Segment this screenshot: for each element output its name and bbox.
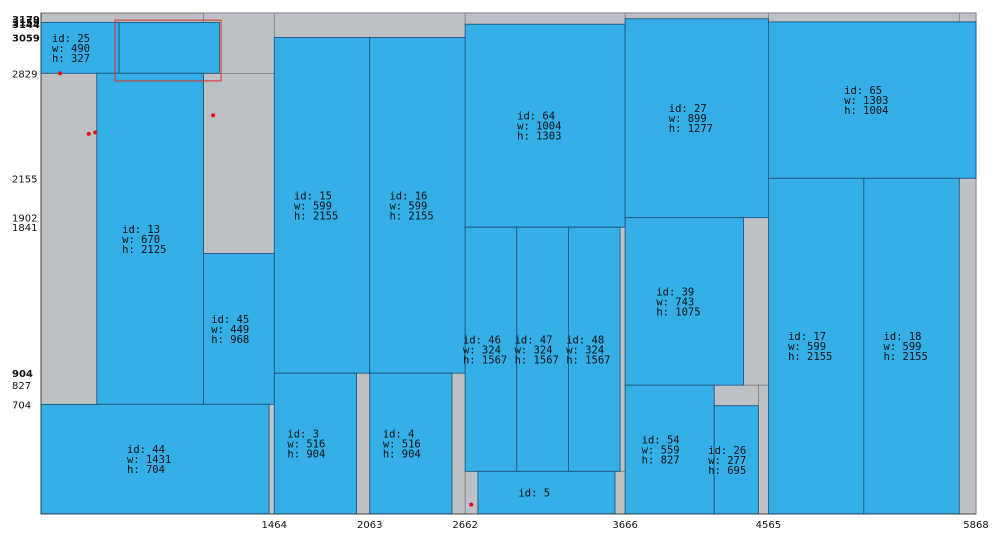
overlay-layer [58,19,474,507]
x-tick-label: 4565 [756,520,781,531]
y-tick-label: 1902 [12,214,37,225]
piece-label: id: 26 w: 277 h: 695 [708,445,746,477]
piece-label: id: 17 w: 599 h: 2155 [788,331,832,363]
marker-dot [211,113,216,118]
y-tick-label: 904 [12,369,33,380]
waste-area [451,372,466,515]
waste-area [619,226,626,472]
waste-area [40,72,98,405]
x-tick-label: 5868 [963,520,988,531]
waste-area [356,372,371,515]
labels-layer: id: 25 w: 490 h: 327 id: 13 w: 670 h: 2125 id:… [52,33,928,500]
piece-rect [464,226,518,472]
x-tick-label: 2063 [357,520,382,531]
piece-rect [118,21,220,74]
waste-area [743,217,769,386]
piece-label: id: 46 w: 324 h: 1567 [463,334,507,366]
y-tick-label: 3159 [12,18,40,29]
piece-label: id: 15 w: 599 h: 2155 [294,190,338,222]
piece-rect [96,72,204,405]
piece-rect [40,403,270,515]
y-tick-label: 1841 [12,223,37,234]
waste-area [713,384,759,407]
piece-label: id: 47 w: 324 h: 1567 [515,334,559,366]
y-tick-label: 3179 [12,15,40,26]
waste-area [768,12,977,23]
pieces-layer [40,18,977,515]
piece-label: id: 44 w: 1431 h: 704 [127,444,171,476]
waste-area [758,384,769,515]
piece-rect [568,226,621,472]
waste-area [273,12,466,38]
piece-label: id: 18 w: 599 h: 2155 [884,331,928,363]
piece-rect [624,217,744,386]
piece-rect [273,37,371,374]
piece-label: id: 3 w: 516 h: 904 [287,429,325,461]
piece-rect [203,253,276,405]
piece-label: id: 65 w: 1303 h: 1004 [844,85,888,117]
piece-label: id: 13 w: 670 h: 2125 [122,224,166,256]
piece-rect [464,23,626,228]
y-tick-label: 2829 [12,69,37,80]
waste-area [624,12,769,20]
marker-dot [93,130,98,135]
piece-rect [273,372,357,515]
piece-label: id: 27 w: 899 h: 1277 [669,103,713,135]
waste-area [614,471,626,515]
x-tick-label: 2662 [452,520,477,531]
marker-dot [58,71,63,76]
piece-label: id: 48 w: 324 h: 1567 [566,334,610,366]
piece-label: id: 39 w: 743 h: 1075 [656,286,700,318]
piece-label: id: 54 w: 559 h: 827 [642,435,680,467]
highlight-box [114,19,222,82]
x-tick-label: 1464 [262,520,287,531]
y-tick-label: 2155 [12,174,37,185]
y-tick-label: 704 [12,400,31,411]
piece-rect [624,18,769,219]
waste-area [203,72,275,254]
piece-label: id: 45 w: 449 h: 968 [211,314,249,346]
x-tick-label: 3666 [612,520,637,531]
piece-label: id: 5 [518,488,550,500]
y-tick-label: 3144 [12,20,40,31]
piece-rect [40,21,120,74]
y-tick-label: 3059 [12,33,40,44]
piece-label: id: 4 w: 516 h: 904 [383,429,421,461]
marker-dot [86,131,91,136]
piece-rect [369,37,466,374]
waste-area [464,471,479,515]
piece-rect [369,372,453,515]
piece-label: id: 64 w: 1004 h: 1303 [517,111,561,143]
piece-label: id: 25 w: 490 h: 327 [52,33,90,65]
piece-rect [767,21,977,179]
marker-dot [469,502,474,507]
y-tick-label: 827 [12,381,31,392]
piece-rect [624,384,715,515]
waste-area [464,12,626,25]
piece-label: id: 16 w: 599 h: 2155 [389,190,433,222]
waste-area [268,404,275,515]
